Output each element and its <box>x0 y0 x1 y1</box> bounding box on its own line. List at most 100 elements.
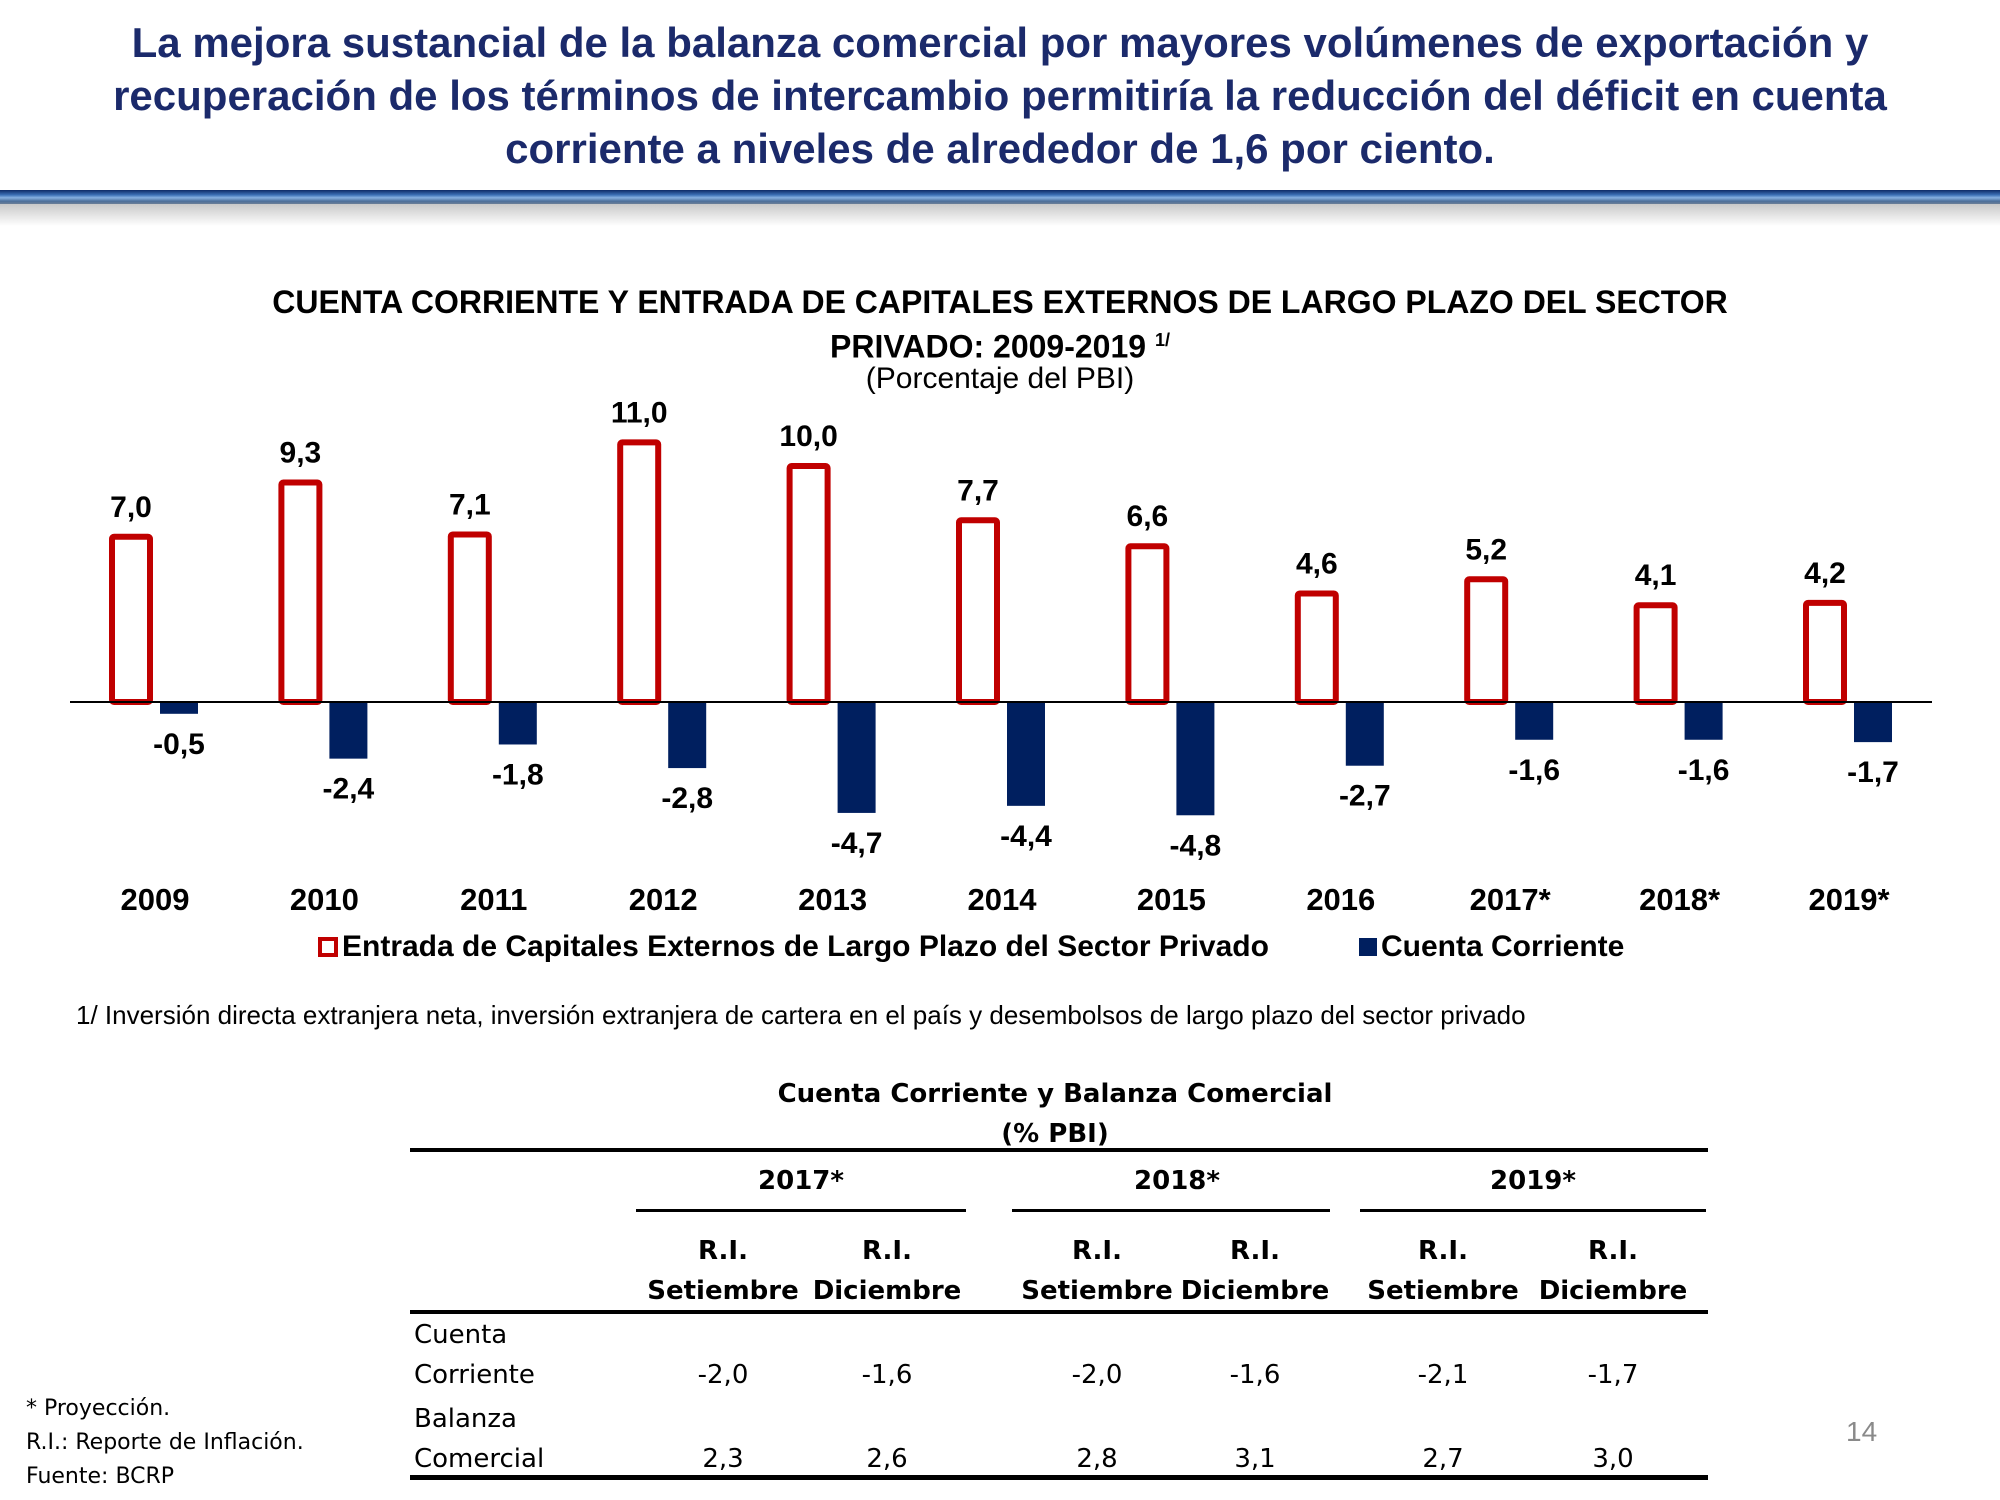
bar-capitales-2016 <box>1294 590 1339 705</box>
chart-subtitle: (Porcentaje del PBI) <box>865 362 1135 395</box>
table-year-rule-2018 <box>1012 1209 1330 1212</box>
chart-title-line2: PRIVADO: 2009-2019 <box>830 328 1147 365</box>
bar-cuenta-corriente-2013 <box>837 702 876 813</box>
x-tick-label: 2016 <box>1306 882 1375 917</box>
bar-cuenta-corriente-2017 <box>1515 702 1554 740</box>
table-col-head-ri: R.I. <box>1072 1236 1122 1266</box>
bar-cuenta-corriente-2014 <box>1007 702 1045 806</box>
header-divider-shadow <box>0 204 2000 226</box>
table-col-head-ri: R.I. <box>1230 1236 1280 1266</box>
table-col-head-ri: R.I. <box>862 1236 912 1266</box>
table-year-rule-2019 <box>1360 1209 1706 1212</box>
table-col-head-month: Diciembre <box>1538 1276 1688 1306</box>
data-label-capitales: 4,1 <box>1635 559 1677 592</box>
table-col-head-month: Diciembre <box>1180 1276 1330 1306</box>
data-label-capitales: 9,3 <box>280 437 322 470</box>
bar-cuenta-corriente-2016 <box>1345 702 1384 766</box>
table-year-2018: 2018* <box>1134 1166 1220 1196</box>
legend-label-capitales: Entrada de Capitales Externos de Largo P… <box>342 930 1269 963</box>
legend-swatch-cuenta-corriente <box>1358 938 1377 956</box>
page-number: 14 <box>1846 1416 1878 1447</box>
bar-cuenta-corriente-2012 <box>668 702 707 769</box>
header-divider <box>0 190 2000 204</box>
data-label-cuenta-corriente: -2,7 <box>1339 780 1391 813</box>
table-cell: 2,3 <box>702 1444 744 1474</box>
table-col-head-month: Setiembre <box>1021 1276 1173 1306</box>
data-label-cuenta-corriente: -0,5 <box>153 728 205 761</box>
table-col-head-ri: R.I. <box>698 1236 748 1266</box>
bar-cuenta-corriente-2009 <box>160 702 198 714</box>
x-tick-label: 2012 <box>629 882 698 917</box>
bar-capitales-2009 <box>109 533 153 705</box>
data-label-cuenta-corriente: -1,6 <box>1678 754 1730 787</box>
data-label-cuenta-corriente: -1,6 <box>1508 754 1560 787</box>
bar-cuenta-corriente-2018 <box>1684 702 1723 740</box>
bar-capitales-2019 <box>1803 599 1847 706</box>
x-tick-label: 2019* <box>1808 882 1890 917</box>
table-year-rule-2017 <box>636 1209 966 1212</box>
note-ri: R.I.: Reporte de Inflación. <box>26 1430 304 1455</box>
x-tick-label: 2011 <box>460 882 527 917</box>
table-cell: 3,0 <box>1592 1444 1634 1474</box>
table-col-head-month: Setiembre <box>1367 1276 1519 1306</box>
bar-capitales-2017 <box>1464 576 1509 705</box>
data-label-cuenta-corriente: -2,8 <box>661 782 713 815</box>
x-tick-label: 2015 <box>1137 882 1206 917</box>
chart-title: CUENTA CORRIENTE Y ENTRADA DE CAPITALES … <box>0 283 2000 366</box>
x-tick-label: 2014 <box>968 882 1038 917</box>
x-tick-label: 2018* <box>1639 882 1721 917</box>
table-cell: -1,7 <box>1587 1360 1639 1390</box>
table-cell: 2,6 <box>866 1444 908 1474</box>
data-label-capitales: 4,6 <box>1296 547 1338 580</box>
bar-capitales-2012 <box>617 439 662 706</box>
table-row-label: Corriente <box>414 1360 535 1390</box>
bar-capitales-2011 <box>447 531 492 705</box>
table-year-2017: 2017* <box>758 1166 844 1196</box>
data-label-cuenta-corriente: -4,7 <box>831 827 883 860</box>
bar-cuenta-corriente-2010 <box>329 702 368 759</box>
legend-label-cuenta-corriente: Cuenta Corriente <box>1380 930 1625 963</box>
note-proyeccion: * Proyección. <box>26 1396 171 1421</box>
table-year-2019: 2019* <box>1490 1166 1576 1196</box>
data-label-cuenta-corriente: -4,8 <box>1170 829 1222 862</box>
table-cell: 2,7 <box>1422 1444 1464 1474</box>
bar-capitales-2010 <box>278 479 323 705</box>
data-label-capitales: 11,0 <box>611 396 668 429</box>
x-tick-label: 2017* <box>1470 882 1552 917</box>
bar-capitales-2013 <box>786 463 831 705</box>
data-label-capitales: 7,7 <box>957 474 999 507</box>
table-row-label: Cuenta <box>414 1320 508 1350</box>
legend-swatch-capitales <box>318 937 338 957</box>
table-col-head-month: Setiembre <box>647 1276 799 1306</box>
data-label-capitales: 5,2 <box>1465 533 1507 566</box>
bar-capitales-2014 <box>956 517 1000 705</box>
chart-legend: Entrada de Capitales Externos de Largo P… <box>318 930 1624 964</box>
table-cell: 2,8 <box>1076 1444 1118 1474</box>
data-label-capitales: 10,0 <box>779 420 837 453</box>
x-tick-label: 2013 <box>798 882 867 917</box>
note-fuente: Fuente: BCRP <box>26 1464 175 1489</box>
bar-cuenta-corriente-2015 <box>1176 702 1215 816</box>
table-cell: -2,0 <box>697 1360 749 1390</box>
table-cell: -1,6 <box>1229 1360 1281 1390</box>
slide-headline: La mejora sustancial de la balanza comer… <box>113 19 1887 172</box>
data-label-cuenta-corriente: -2,4 <box>323 773 375 806</box>
table-cell: -2,1 <box>1417 1360 1469 1390</box>
bar-cuenta-corriente-2019 <box>1854 702 1892 743</box>
table-bottom-rule <box>410 1475 1708 1480</box>
bar-capitales-2018 <box>1633 602 1678 706</box>
table-row-label: Comercial <box>414 1444 545 1474</box>
chart-footnote: 1/ Inversión directa extranjera neta, in… <box>76 1000 1526 1030</box>
table-col-head-month: Diciembre <box>812 1276 962 1306</box>
table-title: Cuenta Corriente y Balanza Comercial (% … <box>0 1074 2000 1154</box>
data-label-capitales: 6,6 <box>1127 500 1169 533</box>
table-col-head-ri: R.I. <box>1588 1236 1638 1266</box>
bar-capitales-2015 <box>1125 543 1170 705</box>
bar-chart: 7,0 -0,5 2009 9,3 -2,4 2010 7,1 -1,8 2011 11,0 -2,… <box>70 396 1932 917</box>
data-label-cuenta-corriente: -1,7 <box>1847 756 1899 789</box>
table-header-rule <box>410 1310 1708 1314</box>
data-label-capitales: 7,1 <box>449 488 491 521</box>
data-label-cuenta-corriente: -4,4 <box>1000 820 1052 853</box>
chart-title-line1: CUENTA CORRIENTE Y ENTRADA DE CAPITALES … <box>272 284 1728 320</box>
table-cell: -2,0 <box>1071 1360 1123 1390</box>
